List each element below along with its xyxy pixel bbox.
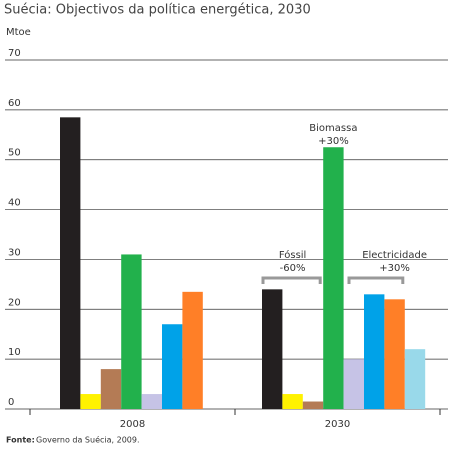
bar — [121, 254, 142, 409]
y-tick-label: 30 — [8, 247, 21, 258]
bar — [60, 117, 81, 409]
bar — [404, 349, 426, 409]
bar — [80, 394, 101, 409]
y-tick-label: 40 — [8, 198, 21, 209]
bar — [100, 369, 122, 409]
bar — [364, 294, 385, 409]
annotation-label: Biomassa — [309, 123, 357, 134]
bar — [262, 289, 283, 409]
y-tick-label: 0 — [8, 397, 14, 408]
y-tick-label: 60 — [8, 98, 21, 109]
annotation-change: +30% — [379, 263, 410, 274]
annotation-change: +30% — [318, 136, 349, 147]
source: Governo da Suécia, 2009. — [36, 435, 140, 445]
y-tick-label: 20 — [8, 297, 21, 308]
annotation-label: Electricidade — [362, 250, 427, 261]
annotation-change: -60% — [280, 263, 306, 274]
y-tick-label: 10 — [8, 347, 21, 358]
bar — [141, 394, 162, 409]
bracket — [261, 276, 322, 284]
chart-title: Suécia: Objectivos da política energétic… — [4, 3, 311, 18]
annotation-label: Fóssil — [279, 249, 307, 261]
bar — [162, 324, 183, 409]
x-tick-label: 2030 — [325, 419, 350, 430]
y-tick-label: 50 — [8, 148, 21, 159]
source-label: Fonte: — [6, 436, 35, 445]
bar — [343, 359, 364, 409]
bar — [182, 291, 203, 409]
bracket — [347, 276, 405, 284]
bar — [282, 394, 303, 409]
y-axis-label: Mtoe — [6, 27, 31, 38]
bar — [323, 147, 344, 409]
bar — [302, 401, 324, 409]
bar — [384, 299, 405, 409]
y-tick-label: 70 — [8, 48, 21, 59]
x-tick-label: 2008 — [120, 419, 145, 430]
